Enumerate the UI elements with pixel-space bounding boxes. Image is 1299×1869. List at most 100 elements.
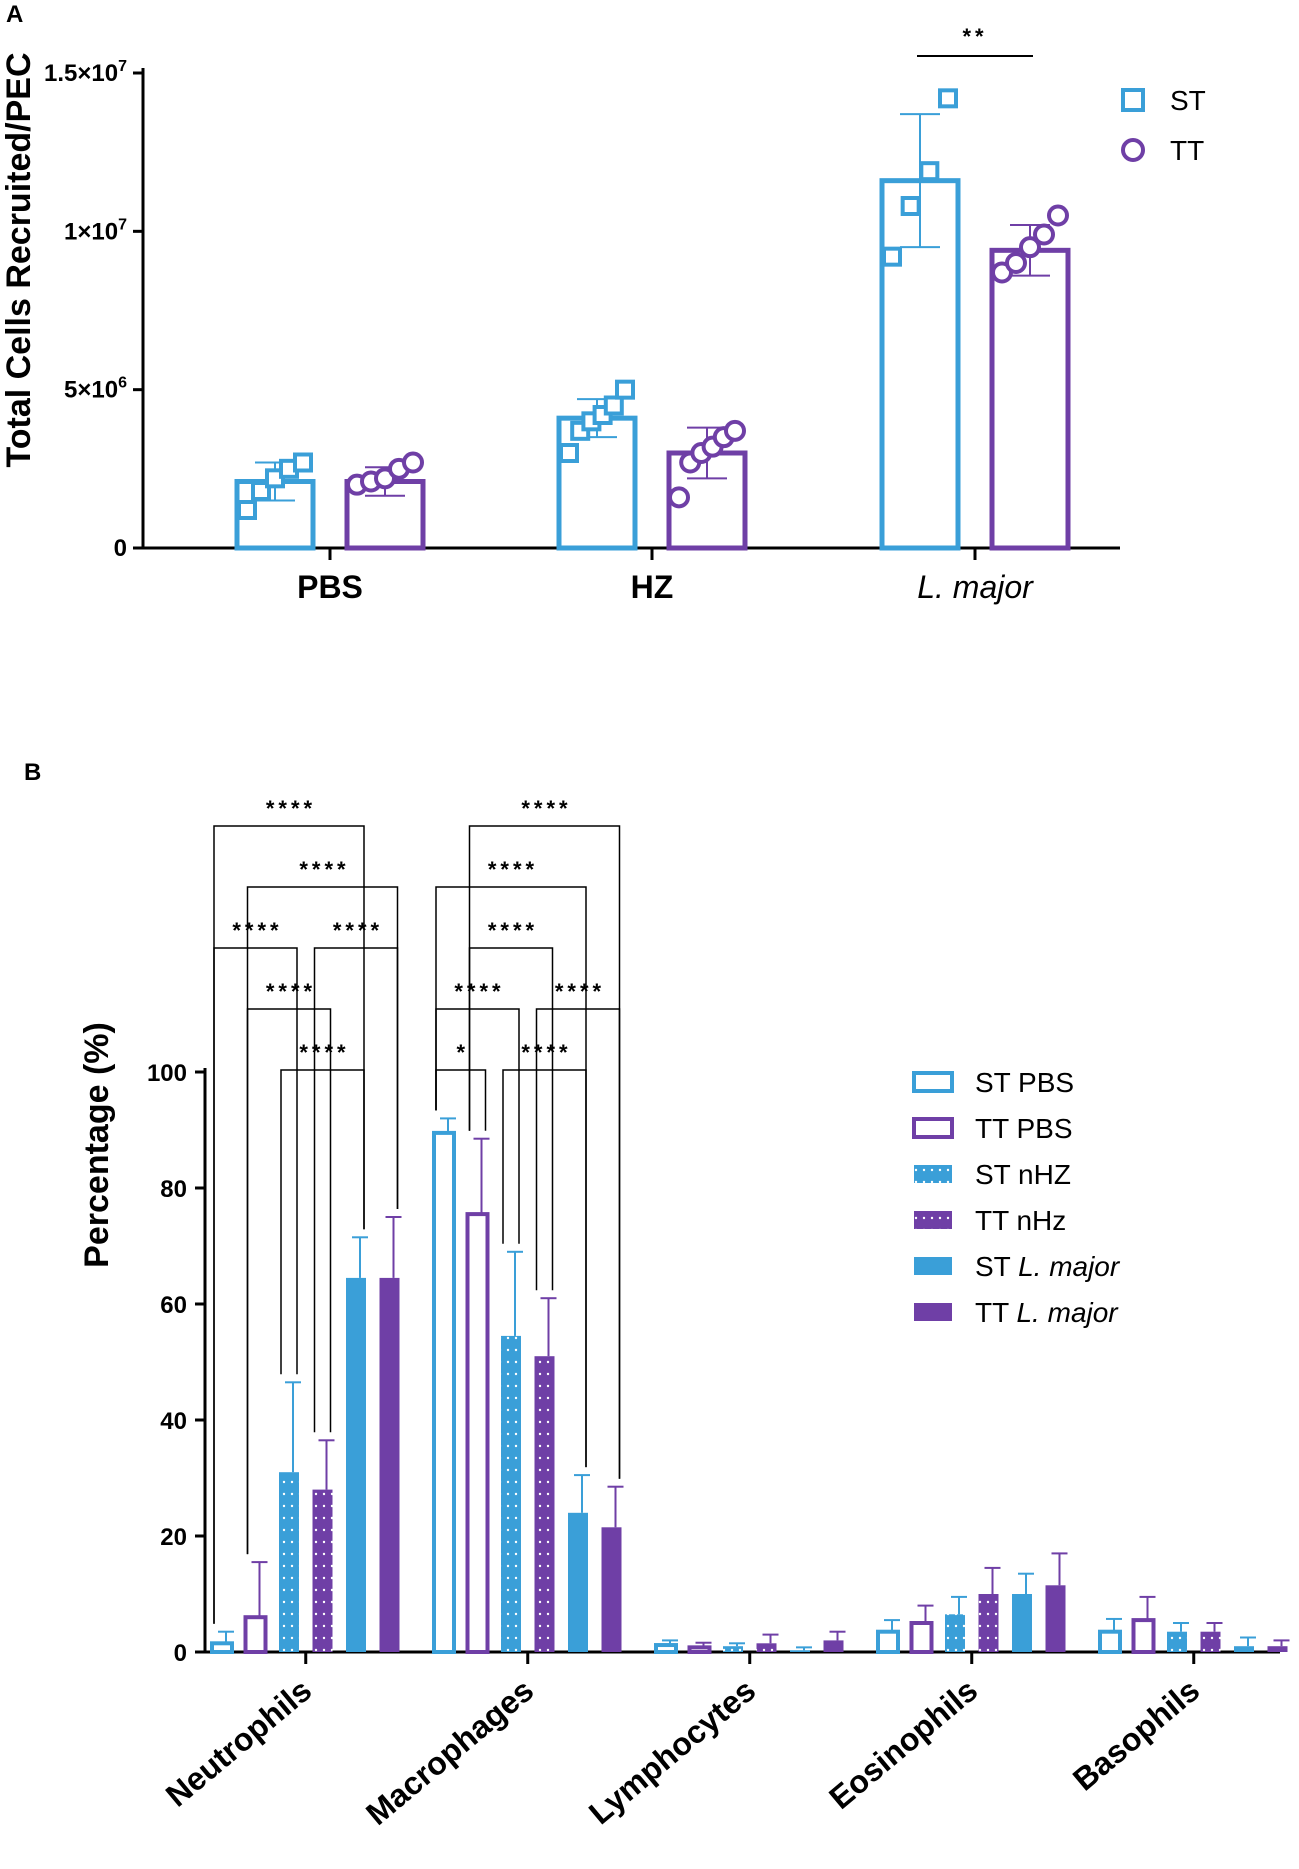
bar-tt-nhz <box>978 1594 999 1652</box>
legend-swatch <box>914 1211 952 1229</box>
panel-b-legend: ST PBS TT PBS ST nHZ TT nHz ST L. major TT L.… <box>912 1067 1121 1328</box>
significance-label: **** <box>488 918 538 943</box>
panel-b-significance: ************ ****************************… <box>213 796 621 1624</box>
significance-label: **** <box>299 1040 349 1065</box>
panel-b-axes <box>203 1068 1280 1654</box>
legend-marker-circle <box>1121 138 1145 162</box>
bar-tt-l-major <box>1045 1585 1066 1652</box>
panel-a-y-axis-title: Total Cells Recruited/PEC <box>0 52 38 467</box>
x-category-label: Neutrophils <box>159 1672 318 1814</box>
legend-label: TT L. major <box>975 1297 1119 1328</box>
data-point-square <box>559 443 579 463</box>
x-category-label: Eosinophils <box>822 1672 984 1816</box>
bar-st-pbs <box>654 1643 678 1655</box>
y-tick-label: 40 <box>160 1408 187 1435</box>
x-category-label: Basophils <box>1066 1672 1206 1798</box>
bar-st-l-major <box>790 1650 810 1652</box>
bar-tt-nhz <box>1200 1631 1221 1652</box>
legend-label: TT PBS <box>975 1113 1073 1144</box>
bar-st-pbs <box>876 1629 900 1654</box>
significance-label: **** <box>266 796 316 821</box>
bar-st-l-major <box>1234 1646 1254 1652</box>
bar-tt-l-major <box>1267 1646 1288 1652</box>
significance-label: **** <box>333 918 383 943</box>
legend-label: ST <box>1170 85 1206 116</box>
significance-label: **** <box>555 979 605 1004</box>
panel-a: A Total Cells Recruited/PEC 0 5×106 1×107 1… <box>0 1 1206 605</box>
bar-st-nhz <box>945 1614 965 1652</box>
panel-b: B Percentage (%) 0 20 40 60 80 100 Neutrophil… <box>24 759 1290 1832</box>
bar-st-nhz <box>501 1335 521 1652</box>
y-tick-label: 60 <box>160 1292 187 1319</box>
legend-marker-square <box>1121 88 1145 112</box>
significance-bracket <box>313 947 399 1433</box>
legend-label-main: TT PBS <box>975 1113 1073 1144</box>
data-point-circle <box>1019 236 1041 259</box>
significance-bracket <box>213 947 298 1624</box>
data-point-square <box>293 452 313 473</box>
bar-tt-l-major <box>823 1640 844 1652</box>
bar-tt-l-major <box>601 1527 622 1652</box>
legend-swatch <box>912 1117 954 1139</box>
significance-label: **** <box>299 857 349 882</box>
bar-tt-l-major <box>379 1277 400 1652</box>
significance-bracket <box>502 1069 587 1468</box>
y-tick-label: 80 <box>160 1176 187 1203</box>
y-tick-label: 1.5×107 <box>44 58 127 87</box>
legend-swatch <box>912 1071 954 1093</box>
bar-st-l-major <box>568 1512 588 1652</box>
significance-bracket <box>280 1069 365 1375</box>
legend-swatch <box>914 1257 952 1275</box>
legend-label-main: ST PBS <box>975 1067 1074 1098</box>
x-category-label: Lymphocytes <box>582 1672 762 1831</box>
data-point-square <box>237 500 257 520</box>
bar-st-nhz <box>723 1646 743 1652</box>
legend-label-italic: L. major <box>1016 1297 1119 1328</box>
data-point-circle <box>668 486 690 509</box>
significance-bracket <box>435 1069 487 1131</box>
panel-a-points <box>237 88 1069 520</box>
bar-tt-nhz <box>312 1489 333 1652</box>
bar-tt-pbs <box>1131 1618 1156 1654</box>
data-point-square <box>615 379 635 400</box>
legend-label: ST L. major <box>975 1251 1121 1282</box>
significance-bracket <box>535 1008 621 1479</box>
bar-tt-pbs <box>465 1212 490 1654</box>
legend-label-main: TT nHz <box>975 1205 1066 1236</box>
legend-swatch <box>914 1303 952 1321</box>
x-category-label: L. major <box>917 569 1034 605</box>
significance-label: * <box>456 1040 469 1065</box>
legend-label: ST nHZ <box>975 1159 1071 1190</box>
legend-label: TT nHz <box>975 1205 1066 1236</box>
data-point-circle <box>724 419 746 442</box>
panel-b-categories: Neutrophils Macrophages Lymphocytes Eosinop… <box>159 1652 1206 1832</box>
panel-a-letter: A <box>6 1 23 28</box>
legend-label-italic: L. major <box>1018 1251 1121 1282</box>
data-point-circle <box>1005 252 1027 274</box>
data-point-square <box>919 161 940 182</box>
legend-label-main: TT <box>975 1297 1016 1328</box>
data-point-circle <box>402 451 424 474</box>
bar-tt-nhz <box>756 1643 777 1652</box>
bar-st-nhz <box>279 1472 299 1652</box>
x-category-label: PBS <box>297 569 363 605</box>
legend-label-main: ST nHZ <box>975 1159 1071 1190</box>
x-category-label: Macrophages <box>359 1672 540 1832</box>
bar-tt <box>989 247 1071 551</box>
panel-b-bars <box>210 1117 1290 1655</box>
significance-label: **** <box>521 796 571 821</box>
significance-label: **** <box>488 857 538 882</box>
significance-label: **** <box>521 1040 571 1065</box>
significance-label: ** <box>962 24 987 49</box>
panel-b-y-ticks: 0 20 40 60 80 100 <box>147 1060 205 1667</box>
panel-a-categories: PBS HZ L. major <box>297 548 1034 605</box>
bar-st-l-major <box>1012 1594 1032 1652</box>
y-tick-label: 5×106 <box>64 375 127 404</box>
significance-label: **** <box>266 979 316 1004</box>
panel-b-y-axis-title: Percentage (%) <box>78 1022 116 1268</box>
panel-b-letter: B <box>24 759 41 786</box>
y-tick-label: 0 <box>114 535 127 562</box>
bar-tt-pbs <box>909 1621 934 1654</box>
bar-st-nhz <box>1167 1631 1187 1652</box>
